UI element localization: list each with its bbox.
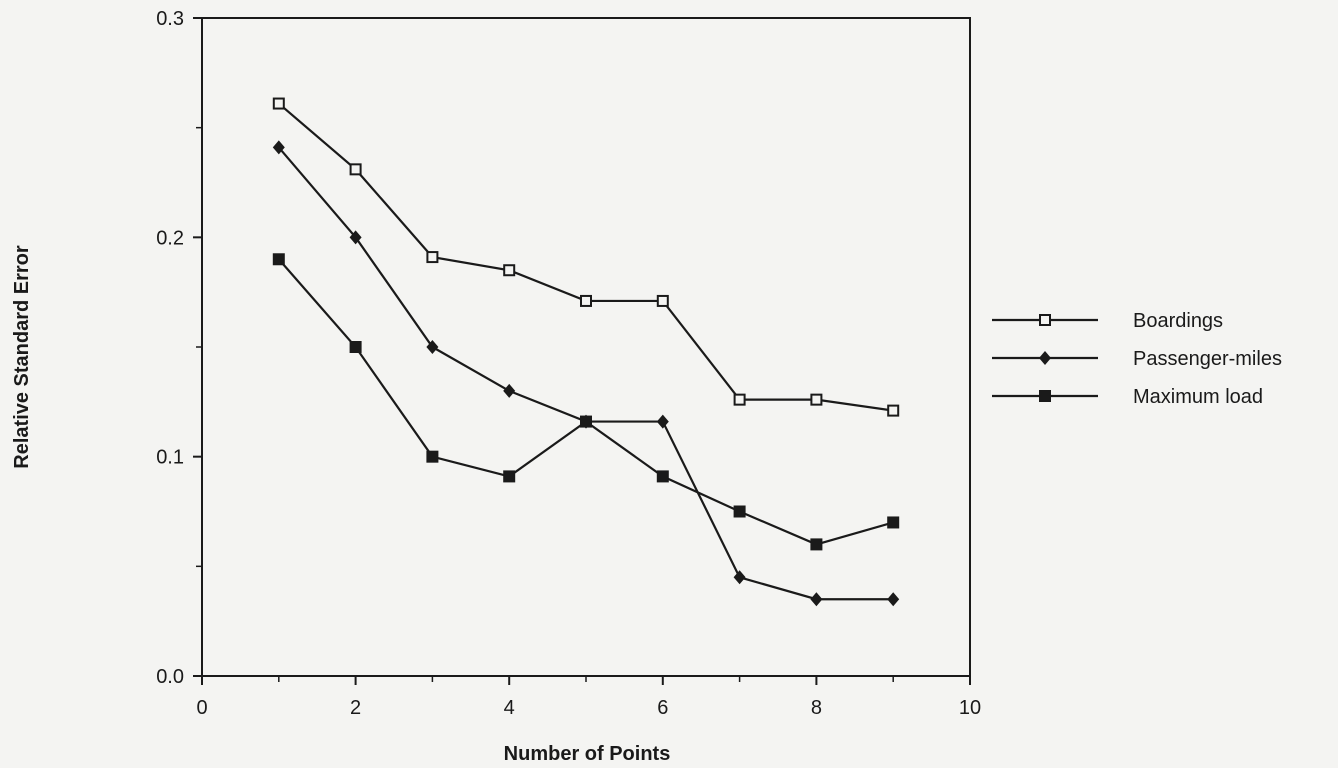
data-point-boardings <box>426 251 439 264</box>
data-point-boardings <box>887 404 900 417</box>
data-point-boardings <box>810 393 823 406</box>
data-point-passenger-miles <box>656 414 669 429</box>
plot-area: 0 2 4 6 8 10 0.0 0.1 0.2 0.3 <box>156 8 981 719</box>
legend-label-boardings: Boardings <box>1133 310 1223 332</box>
data-point-passenger-miles <box>426 340 439 354</box>
data-point-maximum-load <box>272 253 285 266</box>
data-point-boardings <box>656 294 669 307</box>
legend-marker-boardings <box>1039 314 1051 326</box>
y-tick-label: 0.1 <box>156 447 184 469</box>
plot-frame <box>201 17 971 677</box>
x-axis-title: Number of Points <box>504 743 671 765</box>
series-line-passenger-miles <box>277 146 894 601</box>
x-tick-label: 8 <box>811 697 822 719</box>
data-point-passenger-miles <box>349 230 362 245</box>
x-tick-label: 10 <box>959 697 981 719</box>
data-point-boardings <box>503 264 516 277</box>
x-tick-label: 0 <box>196 697 207 719</box>
legend-marker-passenger-miles <box>1039 351 1051 365</box>
data-point-maximum-load <box>810 538 823 551</box>
data-point-boardings <box>349 163 362 176</box>
data-point-boardings <box>733 393 746 406</box>
legend: Boardings Passenger-miles Maximum load <box>992 310 1282 408</box>
data-point-maximum-load <box>733 505 746 518</box>
x-tick-label: 6 <box>657 697 668 719</box>
y-tick-label: 0.0 <box>156 666 184 688</box>
data-point-maximum-load <box>887 516 900 529</box>
data-point-maximum-load <box>426 450 439 463</box>
data-point-maximum-load <box>580 415 592 428</box>
x-tick-label: 4 <box>504 697 515 719</box>
legend-marker-maximum-load <box>1039 390 1051 402</box>
x-tick-label: 2 <box>350 697 361 719</box>
data-point-maximum-load <box>503 470 516 483</box>
y-tick-label: 0.3 <box>156 8 184 30</box>
data-point-passenger-miles <box>503 383 516 398</box>
data-point-passenger-miles <box>272 140 285 155</box>
y-axis-title: Relative Standard Error <box>11 245 33 469</box>
legend-label-passenger-miles: Passenger-miles <box>1133 348 1282 370</box>
data-point-passenger-miles <box>733 570 746 585</box>
data-point-boardings <box>580 294 592 307</box>
series-line-boardings <box>278 102 894 412</box>
legend-label-maximum-load: Maximum load <box>1133 386 1263 408</box>
data-point-maximum-load <box>656 470 669 483</box>
data-point-passenger-miles <box>810 592 823 607</box>
y-tick-label: 0.2 <box>156 227 184 249</box>
data-point-maximum-load <box>349 341 362 353</box>
data-point-boardings <box>272 97 285 110</box>
data-point-passenger-miles <box>887 592 900 607</box>
